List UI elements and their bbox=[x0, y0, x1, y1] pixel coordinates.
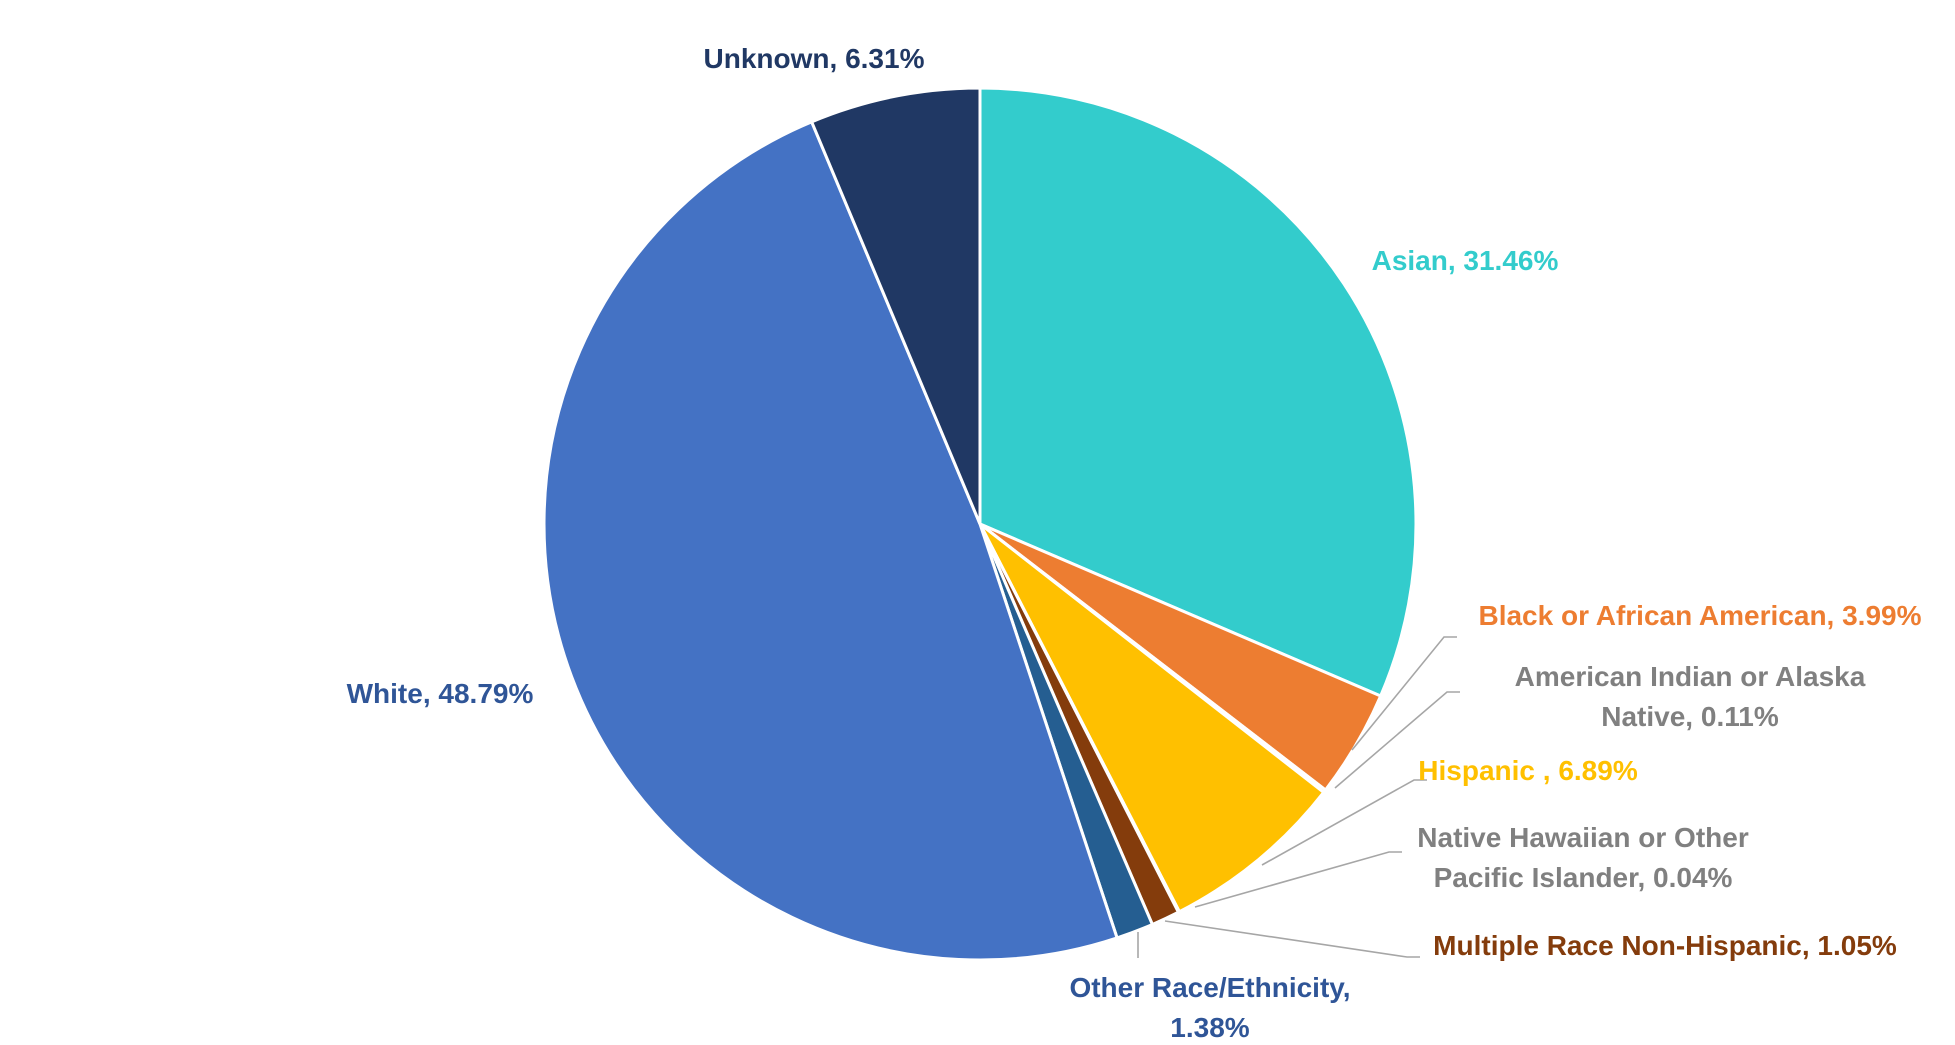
slice-label-hispanic: Hispanic , 6.89% bbox=[1418, 755, 1638, 786]
slice-label-multiple-race-non-hispanic: Multiple Race Non-Hispanic, 1.05% bbox=[1433, 930, 1897, 961]
slice-label-black-or-african-american: Black or African American, 3.99% bbox=[1478, 600, 1921, 631]
slice-label-line: Native, 0.11% bbox=[1601, 701, 1779, 732]
slice-label-unknown: Unknown, 6.31% bbox=[704, 43, 925, 74]
leader-line-native-hawaiian-or-other-pacific-islander bbox=[1194, 851, 1402, 908]
slice-label-line: Asian, 31.46% bbox=[1372, 245, 1559, 276]
leader-line-hispanic bbox=[1261, 779, 1427, 866]
slice-label-line: Native Hawaiian or Other bbox=[1417, 822, 1749, 853]
slice-labels: Asian, 31.46% Black or African American, … bbox=[347, 43, 1922, 1043]
slice-label-asian: Asian, 31.46% bbox=[1372, 245, 1559, 276]
slice-label-line: Black or African American, 3.99% bbox=[1478, 600, 1921, 631]
slice-label-line: Multiple Race Non-Hispanic, 1.05% bbox=[1433, 930, 1897, 961]
slice-label-line: American Indian or Alaska bbox=[1515, 661, 1866, 692]
pie-slice-unknown bbox=[809, 86, 982, 525]
slice-label-other-race-ethnicity: Other Race/Ethnicity, 1.38% bbox=[1069, 972, 1350, 1043]
leader-line-multiple-race-non-hispanic bbox=[1164, 920, 1420, 958]
slice-label-line: Unknown, 6.31% bbox=[704, 43, 925, 74]
leader-lines bbox=[1137, 636, 1460, 958]
slice-label-line: Pacific Islander, 0.04% bbox=[1434, 862, 1733, 893]
pie-slice-hispanic bbox=[978, 522, 1326, 914]
slice-label-line: Other Race/Ethnicity, bbox=[1069, 972, 1350, 1003]
pie-slice-asian bbox=[978, 86, 1418, 698]
leader-line-black-or-african-american bbox=[1351, 636, 1457, 751]
slice-label-native-hawaiian-or-other-pacific-islander: Native Hawaiian or Other Pacific Islander… bbox=[1417, 822, 1749, 893]
pie-slice-white bbox=[542, 119, 1119, 962]
slice-label-line: 1.38% bbox=[1170, 1012, 1249, 1043]
slice-label-line: White, 48.79% bbox=[347, 678, 534, 709]
leader-line-american-indian-or-alaska-native bbox=[1334, 691, 1460, 789]
slice-label-american-indian-or-alaska-native: American Indian or Alaska Native, 0.11% bbox=[1515, 661, 1866, 732]
slice-label-white: White, 48.79% bbox=[347, 678, 534, 709]
pie-slices bbox=[542, 86, 1418, 962]
slice-label-line: Hispanic , 6.89% bbox=[1418, 755, 1638, 786]
